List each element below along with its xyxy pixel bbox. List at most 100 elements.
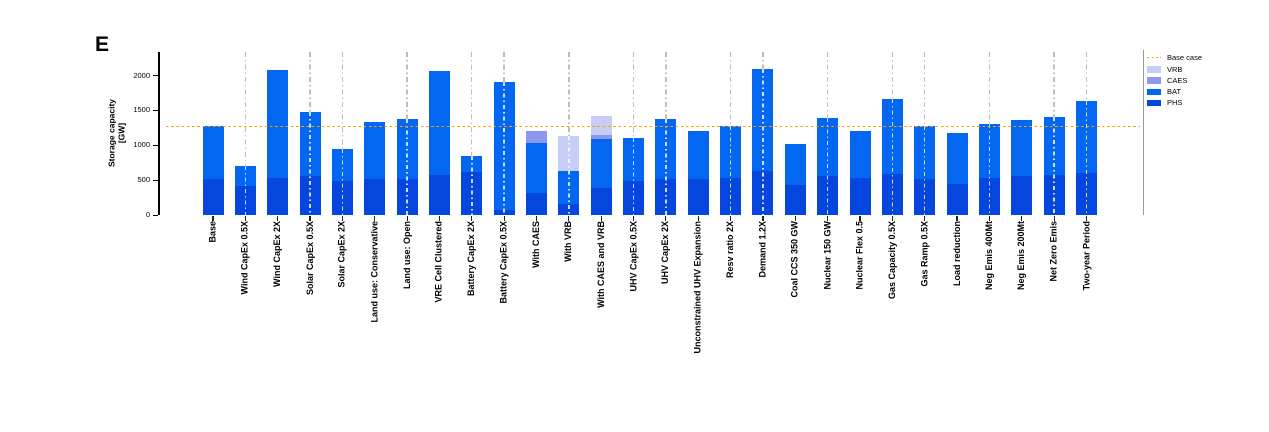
x-tick-label-24: Load reduction [951,221,962,286]
bar-Coal CCS 350 GW [784,143,806,215]
legend-swatch-box [1147,88,1161,95]
bar-Load reduction [946,133,968,215]
bar-With VRB [558,135,580,215]
bar-segment-PHS [946,184,968,215]
x-tick-label-22: Gas Capacity 0.5X [886,221,897,300]
bar-segment-BAT [946,133,968,185]
x-tick-mark [1053,216,1055,221]
x-tick-label-4: Solar CapEx 0.5X [304,221,315,296]
bar-segment-VRB [590,115,612,135]
gridline-over-bar [341,148,344,215]
legend-label: CAES [1167,75,1188,85]
x-tick-mark [891,216,893,221]
gridline-over-bar [826,118,829,215]
bar-Resv ratio 2X [720,126,742,215]
bar-Gas Ramp 0.5X [914,126,936,215]
gridline [568,52,570,215]
x-tick-label-20: Nuclear 150 GW [822,221,833,290]
x-tick-mark [762,216,764,221]
x-tick-label-1: Base [207,221,218,243]
gridline [471,52,473,215]
panel-label: E [95,33,110,56]
y-axis-line [158,52,160,215]
x-tick-label-23: Gas Ramp 0.5X [919,221,930,287]
bar-Demand 1.2X [752,68,774,215]
gridline-over-bar [406,119,408,215]
legend-item-caes: CAES [1147,76,1262,86]
x-tick-mark [244,216,246,221]
y-axis-title: Storage capacity [GW] [106,98,127,168]
x-tick-label-19: Coal CCS 350 GW [789,221,800,298]
bar-Land use: Conservative [364,122,386,215]
x-tick-label-9: Battery CapEx 2X [466,221,477,297]
y-tick-label: 1500 [133,105,150,115]
x-tick-mark [277,216,279,221]
gridline-over-bar [762,68,764,215]
bar-segment-PHS [428,174,450,215]
x-tick-label-2: Wind CapEx 0.5X [239,221,250,295]
x-tick-label-17: Resv ratio 2X [725,221,736,279]
x-tick-mark [924,216,926,221]
x-tick-label-28: Two-year Period [1080,221,1091,291]
bar-UHV CapEx 2X [655,119,677,215]
y-tick-label: 500 [137,175,150,185]
legend-item-vrb: VRB [1147,65,1262,75]
gridline-over-bar [470,155,473,215]
gridline-over-bar [568,135,570,215]
x-tick-mark [374,216,376,221]
x-tick-mark [665,216,667,221]
x-tick-mark [859,216,861,221]
bar-segment-BAT [364,122,386,180]
bar-Solar CapEx 0.5X [299,111,321,215]
legend-item-phs: PHS [1147,98,1262,108]
bar-segment-PHS [202,178,224,215]
bar-Neg Emis 400Mt [978,124,1000,215]
x-tick-label-27: Net Zero Emis [1048,221,1059,282]
legend-divider [1143,50,1145,215]
gridline-over-bar [1085,101,1088,215]
gridline-over-bar [923,126,926,215]
bar-segment-BAT [267,70,289,179]
x-tick-mark [503,216,505,221]
legend-label: PHS [1167,98,1183,108]
x-tick-mark [794,216,796,221]
legend-swatch-box [1147,77,1161,84]
gridline [244,52,247,215]
gridline [632,52,635,215]
y-tick-mark [153,214,158,216]
x-tick-mark [471,216,473,221]
legend-label: VRB [1167,64,1183,74]
x-tick-label-16: Unconstrained UHV Expansion [692,221,703,354]
gridline-over-bar [665,119,667,215]
legend-label: BAT [1167,87,1182,96]
bar-Wind CapEx 2X [267,70,289,215]
bar-segment-BAT [526,143,547,193]
legend-swatch-dotted-line [1147,56,1161,59]
y-tick-mark [153,75,158,77]
gridline-over-bar [503,81,505,215]
bar-segment-BAT [1011,119,1033,176]
bar-segment-CAES [590,134,612,140]
bar-With CAES and VRB [590,115,612,215]
gridline-over-bar [244,165,247,215]
bar-segment-PHS [849,178,871,215]
bar-segment-PHS [1011,175,1033,215]
legend-label: Base case [1167,52,1203,62]
bar-segment-BAT [428,70,450,175]
x-tick-mark [1085,216,1088,221]
bar-segment-PHS [267,178,289,215]
bar-segment-BAT [687,131,709,180]
x-tick-label-7: Land use: Open [401,221,412,290]
bar-Wind CapEx 0.5X [234,165,256,215]
x-tick-mark [827,216,829,221]
x-tick-mark [535,216,538,221]
x-tick-label-5: Solar CapEx 2X [336,221,347,288]
bar-Gas Capacity 0.5X [881,98,903,215]
x-tick-label-6: Land use: Conservative [369,221,380,323]
bar-Nuclear 150 GW [817,118,839,215]
bar-Solar CapEx 2X [331,148,353,215]
x-tick-mark [697,216,699,221]
legend-item-bat: BAT [1147,87,1262,97]
y-tick-label: 0 [145,210,150,219]
bar-segment-BAT [590,139,612,189]
